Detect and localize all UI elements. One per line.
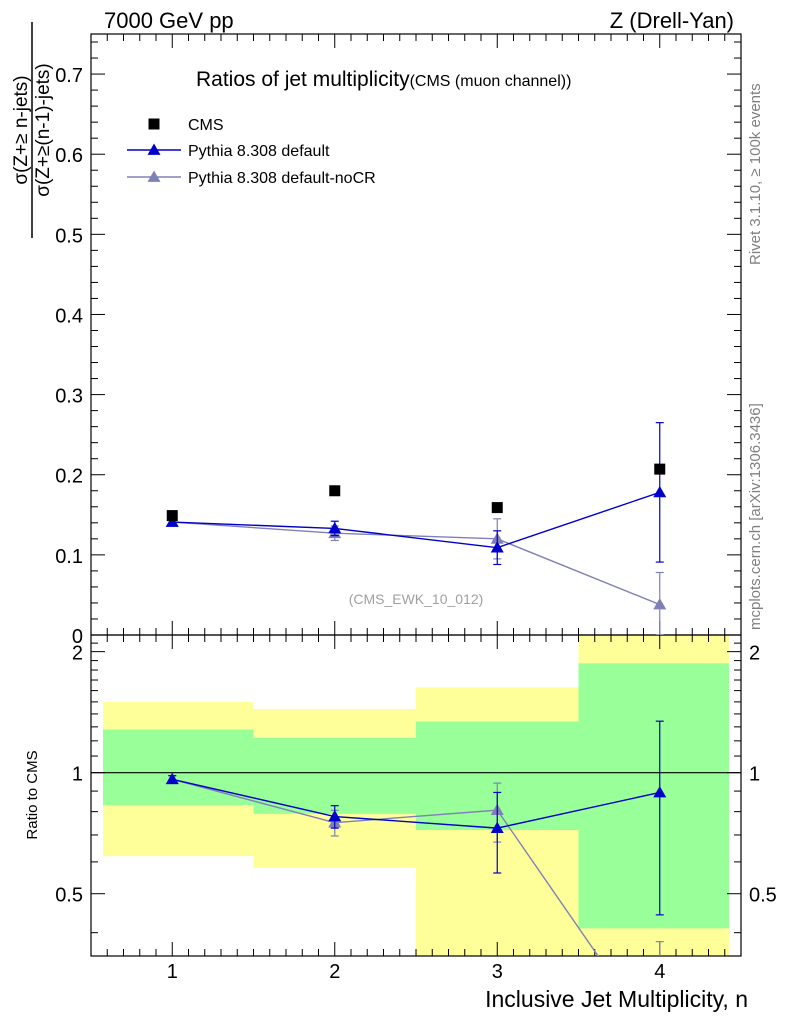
- legend-marker-2: [147, 170, 161, 182]
- legend-label-2: Pythia 8.308 default-noCR: [188, 170, 376, 187]
- ratio-uncertainty-bands: [103, 635, 729, 956]
- main-y-tick-label: 0.2: [55, 466, 83, 488]
- plot-title-main: Ratios of jet multiplicity: [196, 68, 410, 91]
- main-cms-marker: [654, 463, 666, 475]
- analysis-tag: (CMS_EWK_10_012): [349, 591, 484, 607]
- x-tick-label: 1: [167, 961, 178, 983]
- main-default-marker: [653, 485, 667, 498]
- main-y-tick-label: 0.4: [55, 305, 83, 327]
- main-cms-marker: [166, 510, 178, 522]
- main-y-tick-label: 0: [72, 626, 83, 648]
- ratio-default-marker: [653, 785, 667, 798]
- y-axis-label-main: σ(Z+≥ n-jets) σ(Z+≥(n-1)-jets): [11, 22, 54, 238]
- plot-title: Ratios of jet multiplicity(CMS (muon cha…: [196, 68, 571, 91]
- ratio-default-marker: [490, 821, 504, 833]
- main-default-marker: [490, 541, 504, 553]
- axes: 0 0.1 0.2 0.3 0.4 0.5 0.6 0.7 1 2 3 4 0.5 0.5 1 1 2 2: [55, 33, 777, 983]
- main-y-tick-label: 0.3: [55, 386, 83, 408]
- main-nocr-marker: [653, 598, 667, 610]
- main-y-tick-label: 0.7: [55, 65, 83, 87]
- ratio-y-tick-label: 1: [72, 764, 83, 786]
- ratio-panel-data: [165, 720, 667, 956]
- x-axis-label: Inclusive Jet Multiplicity, n: [485, 986, 748, 1012]
- main-nocr-line: [172, 521, 661, 606]
- ratio-nocr-line: [172, 778, 599, 956]
- legend-cms-marker: [148, 118, 160, 130]
- ratio-y-tick-label-right: 0.5: [749, 885, 777, 907]
- plot-title-sub: (CMS (muon channel)): [410, 73, 572, 90]
- main-y-tick-label: 0.1: [55, 546, 83, 568]
- main-default-line: [172, 491, 660, 549]
- main-cms-marker: [491, 502, 503, 514]
- legend-marker-1: [147, 143, 161, 155]
- band-inner-bin-4: [578, 663, 729, 929]
- ratio-y-tick-label: 0.5: [55, 885, 83, 907]
- main-y-tick-label: 0.5: [55, 225, 83, 247]
- main-default-marker: [165, 515, 179, 527]
- y-axis-label-numerator: σ(Z+≥ n-jets): [11, 75, 32, 184]
- ratio-y-tick-label-right: 1: [749, 764, 760, 786]
- process-label: Z (Drell-Yan): [610, 8, 734, 33]
- legend-label-0: CMS: [188, 117, 224, 134]
- main-y-tick-label: 0.6: [55, 145, 83, 167]
- band-inner-bin-2: [253, 737, 416, 814]
- main-cms-marker: [329, 485, 341, 497]
- legend: CMS Pythia 8.308 default Pythia 8.308 defa…: [127, 117, 376, 187]
- band-inner-bin-1: [103, 729, 254, 806]
- x-tick-label: 2: [329, 961, 340, 983]
- ratio-y-tick-label-right: 2: [749, 643, 760, 665]
- mcplots-label: mcplots.cern.ch [arXiv:1306.3436]: [747, 403, 764, 630]
- y-axis-label-denominator: σ(Z+≥(n-1)-jets): [33, 63, 54, 197]
- main-panel-data: [165, 422, 667, 635]
- y-axis-label-ratio: Ratio to CMS: [24, 750, 41, 839]
- beam-label: 7000 GeV pp: [104, 8, 234, 33]
- ratio-default-marker: [328, 810, 342, 822]
- main-default-marker: [328, 521, 342, 534]
- ratio-y-tick-label: 2: [72, 643, 83, 665]
- ratio-default-marker: [165, 772, 179, 785]
- x-tick-label: 4: [654, 961, 665, 983]
- rivet-label: Rivet 3.1.10, ≥ 100k events: [747, 83, 764, 265]
- legend-label-1: Pythia 8.308 default: [188, 143, 330, 160]
- ratio-default-line: [172, 778, 660, 829]
- x-tick-label: 3: [492, 961, 503, 983]
